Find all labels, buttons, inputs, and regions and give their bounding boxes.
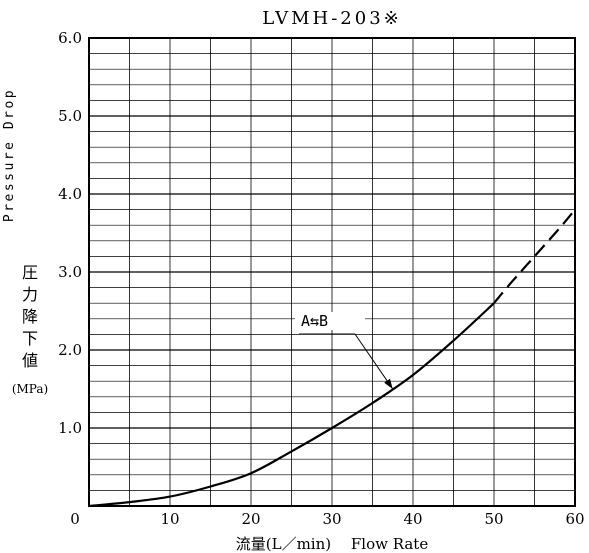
annotation-label: A⇆B	[301, 312, 328, 330]
y-tick-label: 5.0	[58, 107, 82, 125]
y-tick-label: 1.0	[58, 419, 82, 437]
x-tick-label: 0	[70, 510, 80, 528]
plot-frame	[88, 37, 576, 507]
x-tick-label: 50	[484, 510, 503, 528]
y-axis-label-char: 値	[22, 351, 38, 370]
y-tick-label: 2.0	[58, 341, 82, 359]
x-tick-label: 10	[160, 510, 179, 528]
tick-labels: 0 10 20 30 40 50 60 1.0 2.0 3.0 4.0 5.0 6.0	[58, 29, 584, 528]
x-tick-label: 30	[322, 510, 341, 528]
y-axis-label-char: 下	[22, 329, 38, 348]
y-tick-label: 3.0	[58, 263, 82, 281]
y-axis-label-english: Pressure Drop	[2, 88, 17, 222]
annotation: A⇆B	[295, 312, 394, 390]
x-tick-label: 20	[241, 510, 260, 528]
annotation-arrowhead	[384, 378, 393, 389]
annotation-background	[295, 312, 365, 330]
grid-lines	[89, 38, 575, 506]
chart-title: LVMH-203※	[262, 8, 401, 29]
annotation-leader-line	[354, 333, 394, 390]
y-axis-label-char: 力	[22, 285, 38, 304]
x-tick-label: 40	[403, 510, 422, 528]
y-axis-label-char: 圧	[22, 263, 38, 282]
y-tick-label: 6.0	[58, 29, 82, 47]
x-axis-label: 流量(L／min) Flow Rate	[236, 535, 429, 553]
y-axis-label-char: 降	[22, 307, 38, 326]
series-layer	[88, 208, 576, 508]
x-tick-label: 60	[565, 510, 584, 528]
y-axis-unit: (MPa)	[12, 382, 48, 396]
series-line	[88, 302, 495, 508]
y-tick-label: 4.0	[58, 185, 82, 203]
series-line-extrapolated	[493, 208, 576, 304]
